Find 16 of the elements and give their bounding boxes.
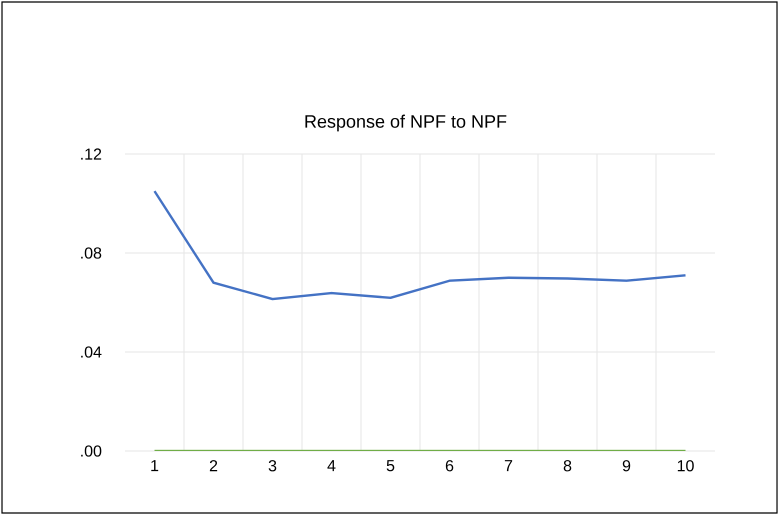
x-tick-label: 10 <box>678 460 694 472</box>
x-tick-label: 6 <box>446 460 454 472</box>
x-tick-label: 1 <box>151 460 158 472</box>
y-tick-label: .04 <box>81 346 102 358</box>
y-tick-label: .08 <box>81 247 102 259</box>
chart-title: Response of NPF to NPF <box>305 114 506 132</box>
y-tick-label: .12 <box>81 148 102 160</box>
x-tick-label: 5 <box>386 460 394 472</box>
x-tick-label: 3 <box>268 460 276 472</box>
x-tick-label: 4 <box>327 460 336 472</box>
y-tick-label: .00 <box>81 445 102 457</box>
x-tick-label: 9 <box>622 460 630 472</box>
line-series <box>153 190 687 300</box>
x-tick-label: 7 <box>504 460 512 472</box>
x-tick-label: 8 <box>564 460 572 472</box>
x-tick-label: 2 <box>210 460 218 472</box>
